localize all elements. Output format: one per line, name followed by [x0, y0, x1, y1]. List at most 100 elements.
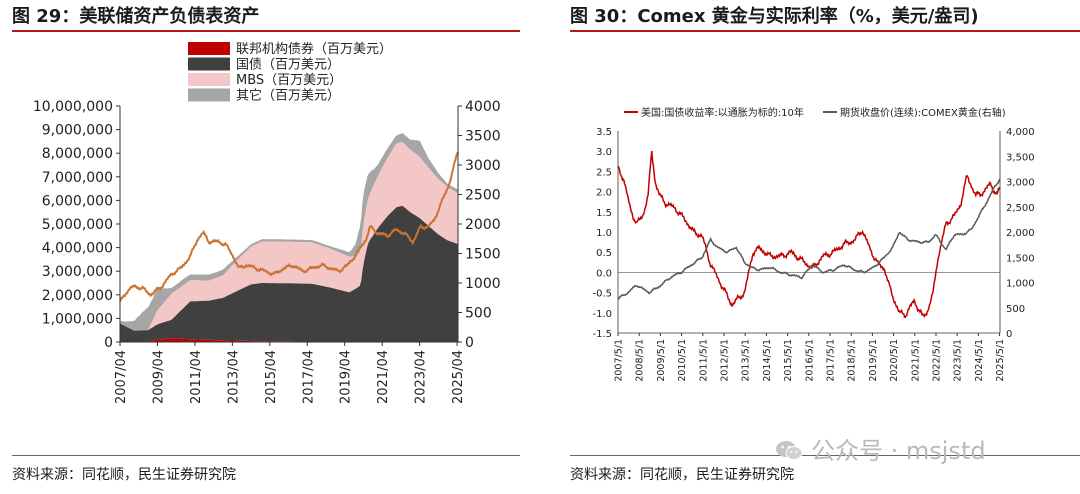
right-y-tick-label: 2,000 — [1006, 228, 1035, 239]
x-tick-label: 2015/5/1 — [783, 339, 794, 382]
right-figure-panel: 图 30：Comex 黄金与实际利率（%，美元/盎司) -1.5 -1.0 -0.5… — [558, 0, 1080, 494]
right-y-tick-label: 1,000 — [1006, 279, 1035, 290]
left-figure-title: 图 29：美联储资产负债表资产 — [12, 6, 260, 27]
x-tick-label: 2025/04 — [451, 350, 466, 404]
legend-label: 美国:国债收益率:以通胀为标的:10年 — [641, 106, 804, 119]
x-tick-label: 2011/5/1 — [698, 339, 709, 382]
right-title-rule — [570, 30, 1080, 32]
right-y-tick-label: 1500 — [465, 247, 501, 263]
right-y-tick-label: 2,500 — [1006, 203, 1035, 214]
right-source-rule — [570, 455, 1080, 456]
right-y-tick-label: 0 — [1006, 329, 1012, 340]
right-y-tick-label: 500 — [465, 306, 492, 322]
x-tick-label: 2022/5/1 — [931, 339, 942, 382]
right-y-tick-label: 2500 — [465, 188, 501, 204]
left-y-tick-label: 6,000,000 — [42, 193, 113, 209]
area-mbs — [120, 142, 458, 331]
x-tick-label: 2013/5/1 — [741, 339, 752, 382]
area-treasury — [120, 206, 458, 342]
legend-label: 其它（百万美元） — [236, 88, 340, 104]
x-tick-label: 2018/5/1 — [847, 339, 858, 382]
right-y-tick-label: 3,000 — [1006, 178, 1035, 189]
left-y-tick-label: -1.5 — [592, 329, 612, 340]
left-y-tick-label: 4,000,000 — [42, 241, 113, 257]
right-y-tick-label: 1,500 — [1006, 253, 1035, 264]
legend-swatch — [188, 57, 230, 71]
x-tick-label: 2023/04 — [414, 350, 429, 404]
legend-swatch — [188, 88, 230, 102]
x-tick-label: 2007/5/1 — [614, 339, 625, 382]
watermark-text: 公众号 · msjstd — [811, 437, 986, 465]
right-figure-title: 图 30：Comex 黄金与实际利率（%，美元/盎司) — [570, 6, 979, 27]
x-tick-label: 2025/5/1 — [995, 339, 1006, 382]
left-y-tick-label: -0.5 — [592, 289, 612, 300]
left-y-tick-label: -1.0 — [592, 309, 612, 320]
left-y-tick-label: 7,000,000 — [42, 170, 113, 186]
x-tick-label: 2024/5/1 — [974, 339, 985, 382]
left-y-tick-label: 3.0 — [596, 147, 612, 158]
right-y-tick-label: 4000 — [465, 99, 501, 115]
x-tick-label: 2021/5/1 — [910, 339, 921, 382]
x-tick-label: 2015/04 — [264, 350, 279, 404]
real-rate-line — [617, 150, 1001, 319]
right-y-tick-label: 3,500 — [1006, 152, 1035, 163]
area-agency — [120, 338, 458, 342]
left-y-tick-label: 3.5 — [596, 127, 612, 138]
x-tick-label: 2016/5/1 — [804, 339, 815, 382]
right-y-tick-label: 0 — [465, 335, 474, 351]
legend-label: 联邦机构债券（百万美元） — [236, 41, 392, 57]
right-y-tick-label: 3500 — [465, 129, 501, 145]
watermark: 公众号 · msjstd — [775, 431, 986, 466]
left-y-tick-label: 10,000,000 — [33, 99, 113, 115]
legend-label: 期货收盘价(连续):COMEX黄金(右轴) — [840, 106, 1006, 119]
x-tick-label: 2017/04 — [301, 350, 316, 404]
right-y-tick-label: 4,000 — [1006, 127, 1035, 138]
gold-price-line — [119, 151, 459, 303]
area-other — [120, 133, 458, 331]
x-tick-label: 2009/5/1 — [656, 339, 667, 382]
x-tick-label: 2008/5/1 — [635, 339, 646, 382]
balance-sheet-areas — [120, 133, 458, 342]
left-y-tick-label: 2,000,000 — [42, 288, 113, 304]
legend-label: MBS（百万美元） — [236, 73, 342, 88]
legend-label: 国债（百万美元） — [236, 58, 340, 73]
x-tick-label: 2010/5/1 — [677, 339, 688, 382]
left-y-tick-label: 0 — [104, 335, 113, 351]
right-y-tick-label: 3000 — [465, 158, 501, 174]
left-source-note: 资料来源：同花顺，民生证券研究院 — [12, 467, 236, 483]
right-chart: -1.5 -1.0 -0.5 0.0 0.5 1.0 1.5 2.0 2.5 3.0 3.5 0 500… — [592, 106, 1035, 382]
left-title-rule — [12, 30, 520, 32]
right-source-note: 资料来源：同花顺，民生证券研究院 — [570, 467, 794, 483]
left-source-rule — [12, 455, 520, 456]
gold-futures-line — [618, 178, 1001, 300]
x-tick-label: 2017/5/1 — [825, 339, 836, 382]
wechat-icon — [775, 439, 803, 463]
left-y-tick-label: 0.5 — [596, 248, 612, 259]
legend-swatch — [188, 42, 230, 55]
x-tick-label: 2019/04 — [339, 350, 354, 404]
left-legend: 联邦机构债券（百万美元）国债（百万美元）MBS（百万美元）其它（百万美元） — [188, 41, 392, 104]
left-figure-panel: 图 29：美联储资产负债表资产 0 1,000,000 2,000,000 3,000… — [0, 0, 520, 494]
left-y-tick-label: 0.0 — [596, 268, 612, 279]
left-y-tick-label: 5,000,000 — [42, 217, 113, 233]
x-tick-label: 2019/5/1 — [868, 339, 879, 382]
left-y-tick-label: 2.0 — [596, 188, 612, 199]
x-tick-label: 2014/5/1 — [762, 339, 773, 382]
right-legend: 美国:国债收益率:以通胀为标的:10年 期货收盘价(连续):COMEX黄金(右轴) — [624, 106, 1006, 119]
x-tick-label: 2011/04 — [189, 350, 204, 404]
left-y-tick-label: 2.5 — [596, 167, 612, 178]
right-y-tick-label: 2000 — [465, 217, 501, 233]
x-tick-label: 2020/5/1 — [889, 339, 900, 382]
left-y-tick-label: 1.0 — [596, 228, 612, 239]
left-y-tick-label: 8,000,000 — [42, 146, 113, 162]
x-tick-label: 2012/5/1 — [719, 339, 730, 382]
right-y-tick-label: 1000 — [465, 276, 501, 292]
left-y-tick-label: 9,000,000 — [42, 123, 113, 139]
x-tick-label: 2009/04 — [151, 350, 166, 404]
left-y-tick-label: 3,000,000 — [42, 264, 113, 280]
x-tick-label: 2007/04 — [114, 350, 129, 404]
x-tick-label: 2013/04 — [226, 350, 241, 404]
legend-swatch — [188, 73, 230, 86]
left-y-tick-label: 1,000,000 — [42, 311, 113, 327]
x-tick-label: 2021/04 — [376, 350, 391, 404]
